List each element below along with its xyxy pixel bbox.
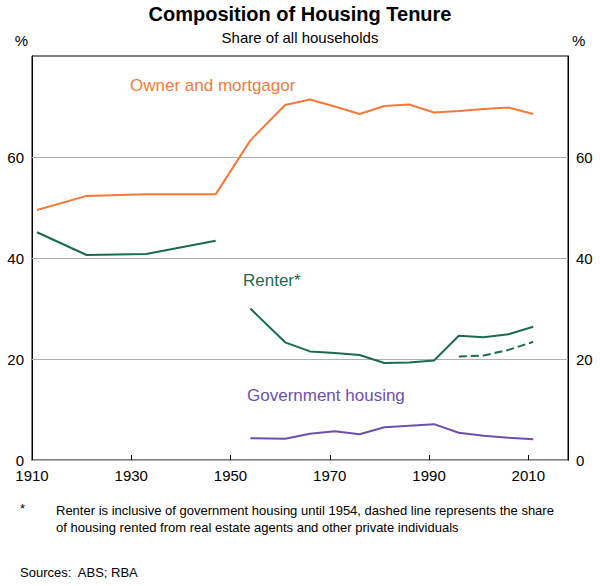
svg-text:Owner and mortgagor: Owner and mortgagor [130,76,296,95]
svg-text:40: 40 [7,250,24,267]
svg-text:1950: 1950 [214,467,247,484]
svg-text:Renter*: Renter* [243,271,301,290]
svg-text:%: % [572,32,585,49]
svg-text:Share of all households: Share of all households [222,29,379,46]
svg-text:1910: 1910 [15,467,48,484]
svg-text:*: * [20,501,25,516]
svg-text:0: 0 [576,452,584,469]
svg-text:of housing rented from real es: of housing rented from real estate agent… [56,520,459,535]
svg-text:1930: 1930 [115,467,148,484]
svg-text:20: 20 [7,351,24,368]
svg-text:0: 0 [16,452,24,469]
svg-text:Composition of Housing Tenure: Composition of Housing Tenure [149,3,452,25]
svg-text:%: % [15,32,28,49]
svg-text:Sources: ABS; RBA: Sources: ABS; RBA [20,565,138,580]
svg-text:2010: 2010 [512,467,545,484]
svg-text:Renter is inclusive of governm: Renter is inclusive of government housin… [56,503,558,518]
svg-text:60: 60 [576,149,593,166]
svg-text:20: 20 [576,351,593,368]
svg-text:40: 40 [576,250,593,267]
svg-text:60: 60 [7,149,24,166]
svg-text:1970: 1970 [313,467,346,484]
svg-text:Government housing: Government housing [247,386,405,405]
svg-text:1990: 1990 [412,467,445,484]
